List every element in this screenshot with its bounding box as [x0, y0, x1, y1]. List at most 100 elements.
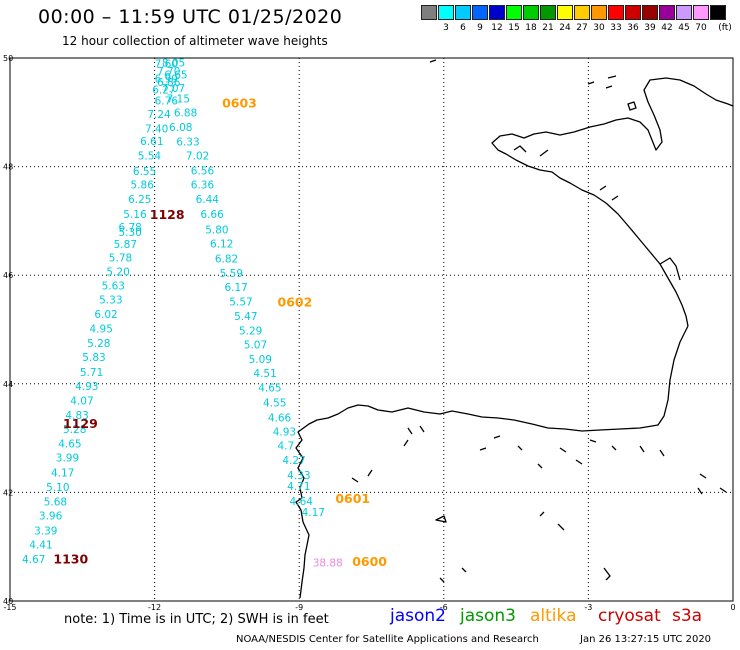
legend-swatch [625, 5, 641, 20]
wave-height-value: 6.99 [155, 74, 178, 86]
france-coastline [491, 77, 734, 327]
graticule [10, 58, 733, 601]
map-subtitle: 12 hour collection of altimeter wave hei… [62, 34, 328, 48]
lon-tick-label: -3 [584, 603, 592, 612]
france-inner-coast [659, 257, 681, 281]
legend-swatch [574, 5, 590, 20]
wave-height-value: 38.88 [313, 557, 343, 569]
wave-height-value: 4.71 [287, 481, 310, 493]
legend-swatch [489, 5, 505, 20]
legend-swatch [693, 5, 709, 20]
legend-label: 45 [678, 23, 690, 33]
wave-height-value: 5.47 [234, 311, 257, 323]
wave-height-value: 4.55 [263, 397, 286, 409]
wave-height-value: 6.02 [94, 309, 117, 321]
axis-labels: -15 -12 -9 -6 -3 0 50 48 46 44 42 40 [3, 54, 736, 612]
wave-height-value: 4.64 [290, 496, 314, 508]
wave-height-value: 4.33 [287, 470, 310, 482]
wave-height-value: 4.65 [58, 439, 81, 451]
legend-label: 21 [542, 23, 554, 33]
legend-swatch [506, 5, 522, 20]
wave-height-value: 6.56 [191, 165, 215, 177]
satellite-name: s3a [672, 606, 703, 626]
generation-timestamp: Jan 26 13:27:15 UTC 2020 [580, 634, 712, 645]
wave-height-value: 7.15 [167, 94, 190, 106]
wave-height-value: 3.39 [34, 525, 57, 537]
legend-unit: (ft) [718, 23, 732, 33]
wave-height-value: 7.07 [162, 83, 185, 95]
legend-label: 39 [644, 23, 656, 33]
wave-height-value: 6.86 [157, 77, 181, 89]
wave-height-value: 6.66 [200, 209, 224, 221]
wave-height-value: 6.17 [224, 282, 247, 294]
wave-height-value: 5.68 [44, 497, 67, 509]
wave-height-value: 5.57 [229, 296, 252, 308]
legend-label: 12 [491, 23, 503, 33]
wave-height-value: 7.24 [147, 109, 171, 121]
iberia-coastline [295, 325, 689, 599]
wave-height-value: 5.20 [106, 266, 129, 278]
map-frame [9, 57, 734, 602]
lon-tick-label: -15 [3, 603, 16, 612]
pass-time-label: 0603 [222, 96, 257, 111]
pass-time-label: 1129 [63, 416, 98, 431]
legend-swatch [676, 5, 692, 20]
wave-height-value: 5.10 [46, 482, 69, 494]
wave-height-value: 8.05 [162, 57, 185, 69]
legend-label: 15 [508, 23, 520, 33]
wave-height-value: 5.59 [220, 268, 243, 280]
wave-height-value: 6.08 [169, 122, 192, 134]
wave-height-value: 5.87 [114, 239, 137, 251]
wave-height-value: 6.55 [133, 166, 156, 178]
wave-height-value: 5.63 [102, 281, 125, 293]
legend-label: 27 [576, 23, 588, 33]
altimeter-tracks: 7.608.057.706.656.996.867.076.277.156.76… [22, 57, 343, 569]
wave-height-value: 4.83 [65, 410, 88, 422]
wave-height-value: 4.66 [268, 412, 292, 424]
wave-height-value: 4.17 [51, 467, 74, 479]
legend-label: 36 [627, 23, 639, 33]
satellite-name: jason3 [460, 606, 516, 626]
legend-swatch [523, 5, 539, 20]
wave-height-value: 6.65 [164, 69, 187, 81]
legend-swatch [659, 5, 675, 20]
wave-height-value: 7.60 [155, 58, 178, 70]
legend-label: 24 [559, 23, 571, 33]
lon-tick-label: -12 [148, 603, 161, 612]
wave-height-value: 6.25 [128, 194, 151, 206]
wave-height-value: 4.27 [282, 455, 305, 467]
pass-time-label: 1130 [53, 552, 88, 567]
channel-islands [429, 59, 637, 111]
wave-height-value: 6.36 [191, 180, 215, 192]
wave-height-value: 7.40 [145, 124, 168, 136]
wave-height-value: 5.28 [87, 338, 110, 350]
wave-height-value: 6.61 [140, 136, 163, 148]
satellite-name: jason2 [390, 606, 446, 626]
legend-swatch [710, 5, 726, 20]
wave-height-value: 5.86 [131, 180, 155, 192]
lat-tick-label: 44 [3, 380, 13, 389]
wave-height-value: 5.30 [118, 227, 141, 239]
legend-label: 33 [610, 23, 622, 33]
legend-label: 42 [661, 23, 673, 33]
lat-tick-label: 48 [3, 163, 13, 172]
legend-label: 18 [525, 23, 537, 33]
satellite-name: cryosat [598, 606, 661, 626]
footnote: note: 1) Time is in UTC; 2) SWH is in fe… [64, 612, 329, 627]
wave-height-value: 5.54 [138, 151, 162, 163]
wave-height-value: 4.95 [90, 323, 113, 335]
wave-height-value: 7.70 [157, 66, 180, 78]
lon-tick-label: -6 [440, 603, 448, 612]
legend-swatch [438, 5, 454, 20]
wave-height-value: 5.16 [123, 209, 147, 221]
wave-height-value: 4.7 [278, 441, 295, 453]
wave-height-value: 5.80 [205, 225, 228, 237]
wave-height-value: 4.17 [302, 507, 325, 519]
pass-time-label: 0600 [352, 554, 387, 569]
legend-label: 6 [460, 23, 466, 33]
wave-height-value: 4.07 [70, 396, 93, 408]
satellite-name: altika [530, 606, 577, 626]
wave-height-value: 5.07 [244, 340, 267, 352]
legend-swatch [642, 5, 658, 20]
